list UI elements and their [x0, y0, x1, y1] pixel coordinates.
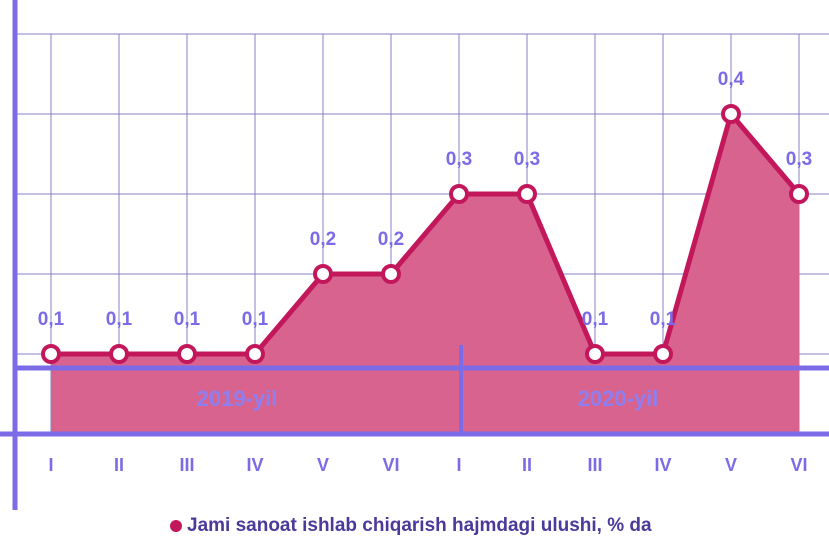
point	[41, 344, 61, 364]
year-label: 2019-yil	[197, 386, 278, 411]
point	[789, 184, 809, 204]
x-tick-label: I	[48, 455, 53, 475]
value-label: 0,4	[718, 69, 745, 90]
point	[721, 104, 741, 124]
point	[653, 344, 673, 364]
value-label: 0,1	[582, 309, 609, 330]
x-tick-label: VI	[382, 455, 399, 475]
value-label: 0,3	[786, 149, 812, 170]
legend-label: Jami sanoat ishlab chiqarish hajmdagi ul…	[187, 515, 652, 536]
x-tick-label: II	[522, 455, 532, 475]
value-label: 0,2	[310, 229, 336, 250]
x-tick-label: V	[317, 455, 329, 475]
legend-marker	[170, 520, 182, 532]
x-tick-label: I	[456, 455, 461, 475]
value-label: 0,1	[106, 309, 133, 330]
value-label: 0,2	[378, 229, 404, 250]
x-tick-label: III	[179, 455, 194, 475]
value-label: 0,1	[650, 309, 677, 330]
value-label: 0,1	[38, 309, 65, 330]
year-label: 2020-yil	[578, 386, 659, 411]
x-tick-label: III	[587, 455, 602, 475]
point	[517, 184, 537, 204]
value-label: 0,3	[446, 149, 472, 170]
point	[177, 344, 197, 364]
x-tick-label: V	[725, 455, 737, 475]
x-tick-label: VI	[790, 455, 807, 475]
value-label: 0,3	[514, 149, 540, 170]
value-label: 0,1	[242, 309, 269, 330]
x-tick-label: IV	[246, 455, 263, 475]
point	[109, 344, 129, 364]
point	[585, 344, 605, 364]
line	[51, 111, 801, 357]
x-tick-label: IV	[654, 455, 671, 475]
point	[313, 264, 333, 284]
point	[449, 184, 469, 204]
value-label: 0,1	[174, 309, 201, 330]
point	[245, 344, 265, 364]
x-tick-label: II	[114, 455, 124, 475]
point	[381, 264, 401, 284]
